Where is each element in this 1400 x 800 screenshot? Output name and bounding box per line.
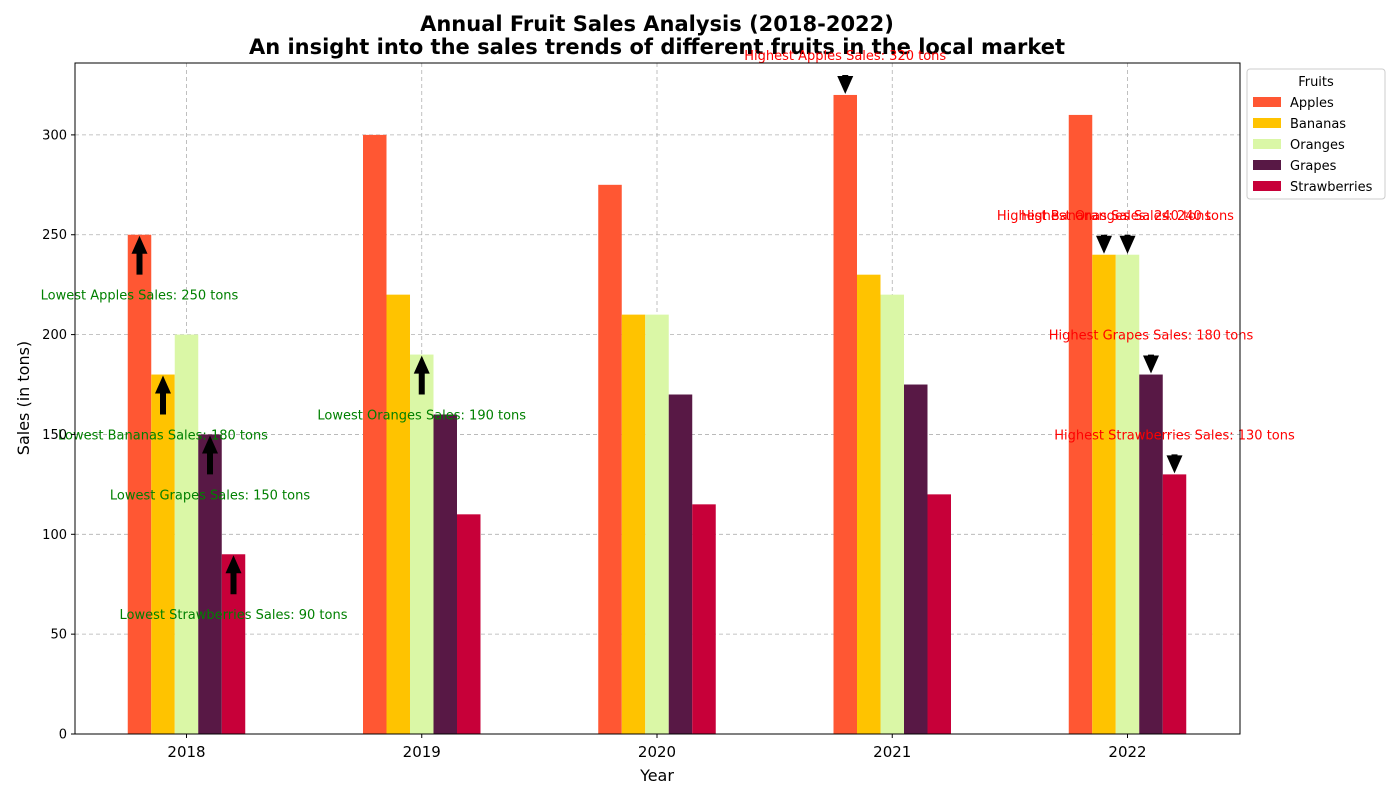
- chart-title: Annual Fruit Sales Analysis (2018-2022): [420, 12, 894, 36]
- x-tick-label: 2019: [403, 743, 441, 761]
- legend-label-grapes: Grapes: [1290, 159, 1337, 174]
- y-tick-label: 150: [42, 428, 67, 443]
- bar-strawberries-2019: [457, 514, 481, 734]
- bar-apples-2019: [363, 134, 387, 735]
- bar-strawberries-2022: [1162, 474, 1187, 734]
- bar-bananas-2021: [857, 274, 881, 734]
- annotation-label: Lowest Bananas Sales: 180 tons: [58, 428, 268, 443]
- bar-grapes-2022: [1139, 374, 1163, 734]
- y-tick-label: 200: [42, 328, 67, 343]
- annotation-arrow: [202, 435, 218, 475]
- annotation-label: Lowest Oranges Sales: 190 tons: [317, 408, 526, 423]
- y-tick-label: 300: [42, 128, 67, 143]
- legend-swatch-grapes: [1253, 160, 1281, 170]
- bar-grapes-2018: [198, 434, 222, 734]
- x-tick-label: 2018: [167, 743, 205, 761]
- legend-label-bananas: Bananas: [1290, 117, 1346, 132]
- y-tick-label: 250: [42, 228, 67, 243]
- legend: Fruits Apples Bananas Oranges Grapes Strawber…: [1246, 68, 1386, 200]
- y-tick-label: 100: [42, 528, 67, 543]
- annotation-arrow: [131, 235, 148, 275]
- annotation-label: Highest Bananas Sales: 240 tons: [997, 209, 1211, 224]
- annotations-layer: Lowest Apples Sales: 250 tons Lowest Bana…: [41, 49, 1295, 623]
- bar-bananas-2019: [386, 294, 410, 734]
- legend-title: Fruits: [1298, 75, 1334, 90]
- chart-subtitle: An insight into the sales trends of diff…: [249, 35, 1065, 59]
- bar-oranges-2019: [410, 354, 434, 734]
- annotation-arrow: [837, 74, 854, 94]
- bar-strawberries-2020: [692, 504, 716, 734]
- legend-frame: [1246, 68, 1386, 200]
- annotation-arrow: [413, 355, 430, 395]
- bar-apples-2020: [598, 184, 622, 734]
- bar-oranges-2022: [1115, 254, 1140, 734]
- bar-oranges-2020: [645, 314, 669, 734]
- annotation-arrow: [225, 555, 242, 595]
- bar-strawberries-2018: [221, 554, 246, 734]
- bar-oranges-2021: [880, 294, 904, 734]
- annotation-label: Lowest Strawberries Sales: 90 tons: [120, 608, 348, 623]
- annotation-arrow: [1096, 234, 1112, 254]
- annotation-label: Lowest Grapes Sales: 150 tons: [110, 488, 310, 503]
- legend-swatch-oranges: [1253, 139, 1281, 149]
- annotation-label: Highest Apples Sales: 320 tons: [744, 49, 946, 64]
- bar-grapes-2021: [904, 384, 928, 734]
- annotation-arrow: [1166, 454, 1183, 474]
- bar-apples-2018: [127, 234, 152, 734]
- bar-grapes-2020: [668, 394, 693, 734]
- x-tick-label: 2020: [638, 743, 676, 761]
- bar-strawberries-2021: [927, 494, 951, 734]
- bar-oranges-2018: [174, 334, 199, 734]
- bar-grapes-2019: [433, 414, 457, 734]
- bars-layer: [127, 94, 1187, 735]
- legend-swatch-strawberries: [1253, 181, 1281, 191]
- legend-label-oranges: Oranges: [1290, 138, 1345, 153]
- x-tick-label: 2021: [873, 743, 911, 761]
- annotation-arrow: [1119, 234, 1136, 254]
- bar-bananas-2018: [151, 374, 175, 734]
- annotation-arrow: [155, 375, 171, 415]
- legend-label-apples: Apples: [1290, 96, 1334, 111]
- annotation-label: Highest Grapes Sales: 180 tons: [1049, 329, 1254, 344]
- annotation-label: Lowest Apples Sales: 250 tons: [41, 289, 239, 304]
- annotation-arrow: [1143, 354, 1159, 374]
- bar-apples-2021: [833, 94, 857, 734]
- legend-label-strawberries: Strawberries: [1290, 180, 1373, 195]
- bar-bananas-2022: [1092, 254, 1116, 734]
- bar-apples-2022: [1068, 114, 1093, 735]
- x-axis-label: Year: [639, 766, 674, 785]
- legend-swatch-apples: [1253, 97, 1281, 107]
- y-tick-label: 50: [50, 628, 67, 643]
- bar-bananas-2020: [621, 314, 646, 734]
- ticks-layer: 0 50 100 150 200 250 300 2018 2019 2020 2021 2022: [42, 128, 1146, 761]
- x-tick-label: 2022: [1108, 743, 1146, 761]
- legend-swatch-bananas: [1253, 118, 1281, 128]
- y-tick-label: 0: [59, 728, 67, 743]
- annotation-label: Highest Oranges Sales: 240 tons: [1021, 209, 1234, 224]
- y-axis-label: Sales (in tons): [14, 341, 33, 455]
- annotation-label: Highest Strawberries Sales: 130 tons: [1054, 428, 1295, 443]
